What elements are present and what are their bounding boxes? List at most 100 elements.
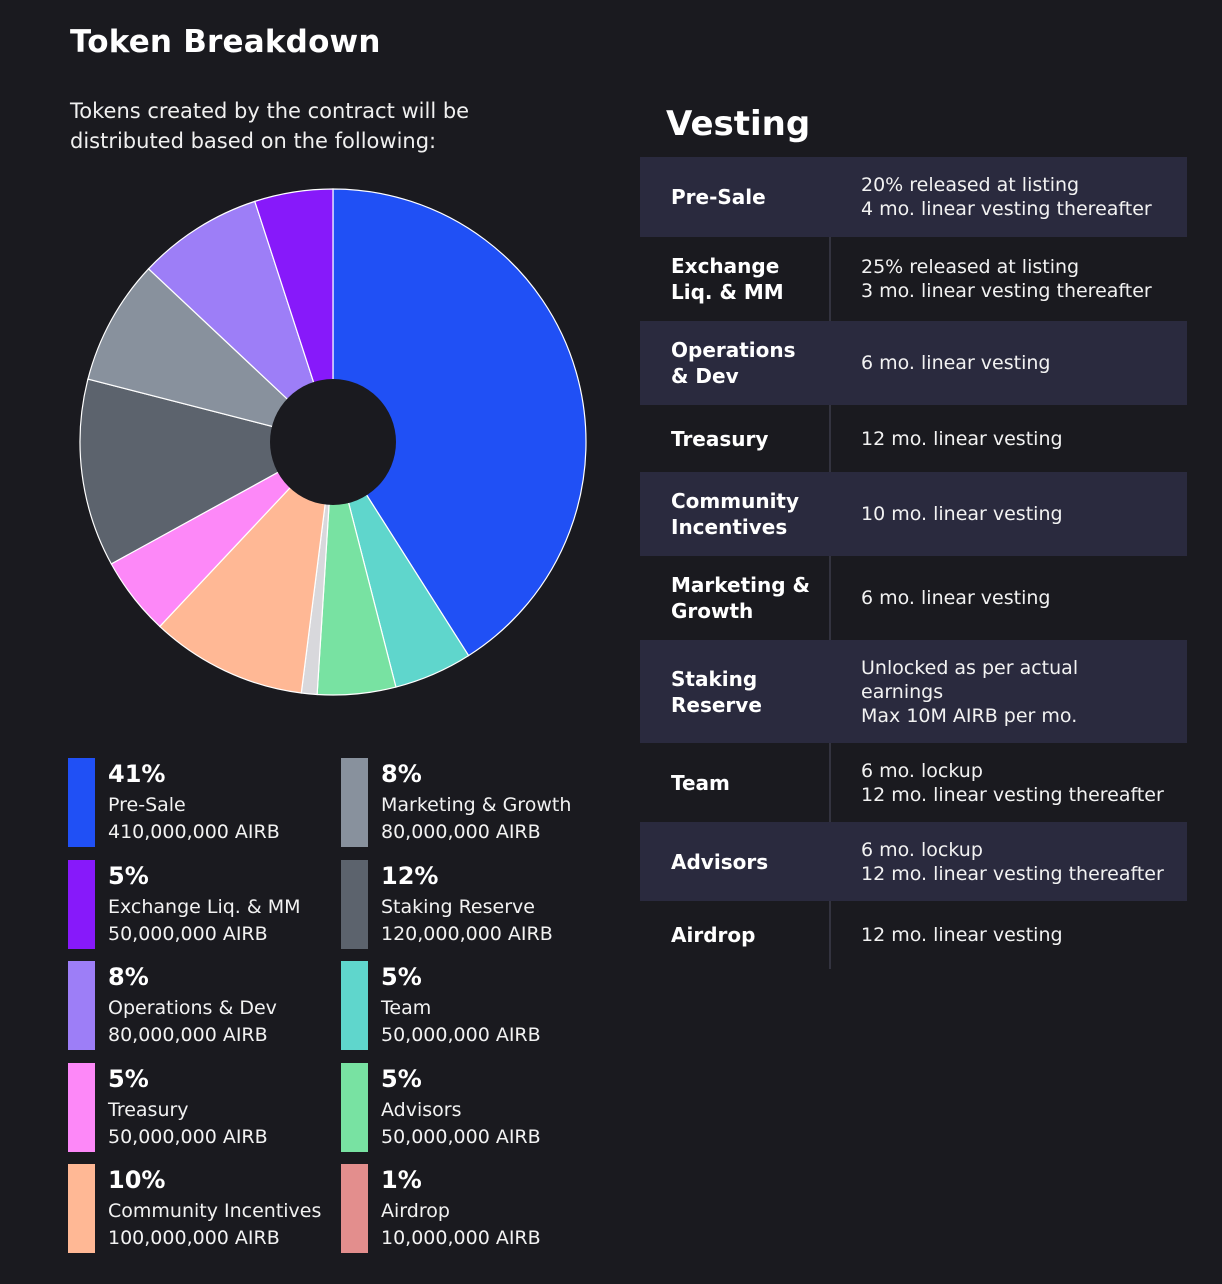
legend-percent: 41% — [108, 760, 166, 788]
legend-swatch — [68, 758, 95, 847]
legend-percent: 8% — [381, 760, 422, 788]
legend-item: 8% Marketing & Growth 80,000,000 AIRB — [341, 758, 614, 847]
legend-item: 8% Operations & Dev 80,000,000 AIRB — [68, 961, 341, 1050]
vesting-row-label: Airdrop — [640, 922, 830, 948]
vesting-row-label: Advisors — [640, 849, 830, 875]
vesting-desc-line: 20% released at listing — [861, 174, 1080, 196]
vesting-row: Staking Reserve Unlocked as per actual earn… — [640, 640, 1187, 743]
legend-swatch — [341, 1062, 368, 1152]
vesting-row: Marketing & Growth 6 mo. linear vesting — [640, 556, 1187, 640]
vesting-title: Vesting — [666, 104, 811, 144]
legend-amount: 80,000,000 AIRB — [381, 821, 541, 843]
vesting-row-label: Treasury — [640, 426, 830, 452]
legend-amount: 410,000,000 AIRB — [108, 821, 280, 843]
legend-item: 12% Staking Reserve 120,000,000 AIRB — [341, 859, 614, 949]
legend-label: Operations & Dev — [108, 997, 277, 1019]
legend-amount: 10,000,000 AIRB — [381, 1227, 541, 1249]
legend-swatch — [68, 1062, 95, 1152]
legend-swatch — [341, 758, 368, 847]
vesting-label-line: Reserve — [671, 692, 762, 717]
vesting-row: Team 6 mo. lockup 12 mo. linear vesting th… — [640, 743, 1187, 822]
vesting-desc-line: 6 mo. linear vesting — [861, 587, 1051, 609]
vesting-row-label: Community Incentives — [640, 488, 830, 540]
vesting-row: Community Incentives 10 mo. linear vesting — [640, 472, 1187, 556]
pie-slice-operations-dev — [147, 200, 334, 443]
legend-amount: 120,000,000 AIRB — [381, 922, 553, 945]
vesting-row-description: 6 mo. lockup 12 mo. linear vesting therea… — [830, 759, 1187, 807]
vesting-row-label: Operations & Dev — [640, 337, 830, 389]
legend-item: 5% Advisors 50,000,000 AIRB — [341, 1062, 614, 1152]
legend-label: Airdrop — [381, 1200, 450, 1222]
legend-item: 1% Airdrop 10,000,000 AIRB — [341, 1164, 614, 1253]
vesting-row: Pre-Sale 20% released at listing 4 mo. lin… — [640, 157, 1187, 237]
legend-swatch — [341, 961, 368, 1050]
pie-slice-marketing-growth — [87, 267, 334, 443]
legend-label: Exchange Liq. & MM — [108, 895, 301, 918]
vesting-row-description: 6 mo. linear vesting — [830, 586, 1187, 610]
vesting-row: Exchange Liq. & MM 25% released at listing… — [640, 237, 1187, 321]
legend-percent: 10% — [108, 1166, 166, 1194]
pie-slice-exchange-liq-mm — [254, 188, 334, 443]
page-title: Token Breakdown — [70, 24, 381, 60]
pie-center-hole — [270, 379, 396, 505]
legend-percent: 5% — [381, 963, 422, 991]
legend-item: 5% Team 50,000,000 AIRB — [341, 961, 614, 1050]
vesting-row-description: 12 mo. linear vesting — [830, 923, 1187, 947]
pie-legend: 41% Pre-Sale 410,000,000 AIRB 8% Marketing &… — [68, 758, 614, 1266]
vesting-label-line: Team — [671, 770, 730, 795]
vesting-label-line: & Dev — [671, 364, 739, 388]
legend-percent: 12% — [381, 861, 439, 890]
vesting-label-line: Growth — [671, 599, 754, 623]
legend-label: Treasury — [108, 1098, 189, 1121]
vesting-desc-line: 6 mo. lockup — [861, 759, 983, 782]
vesting-desc-line: 6 mo. linear vesting — [861, 352, 1051, 374]
legend-item: 5% Treasury 50,000,000 AIRB — [68, 1062, 341, 1152]
legend-swatch — [68, 1164, 95, 1253]
vesting-desc-line: 12 mo. linear vesting thereafter — [861, 862, 1164, 885]
legend-amount: 50,000,000 AIRB — [381, 1024, 541, 1046]
vesting-desc-line: 12 mo. linear vesting — [861, 427, 1063, 450]
vesting-desc-line: 10 mo. linear vesting — [861, 503, 1063, 525]
vesting-row-label: Team — [640, 770, 830, 796]
vesting-label-line: Liq. & MM — [671, 280, 784, 304]
vesting-label-line: Operations — [671, 338, 796, 362]
legend-percent: 8% — [108, 963, 149, 991]
vesting-row-description: 10 mo. linear vesting — [830, 502, 1187, 526]
vesting-label-line: Advisors — [671, 849, 769, 874]
legend-amount: 50,000,000 AIRB — [381, 1125, 541, 1148]
legend-amount: 50,000,000 AIRB — [108, 1125, 268, 1148]
vesting-label-line: Staking — [671, 666, 758, 691]
legend-label: Team — [381, 997, 432, 1019]
vesting-desc-line: Unlocked as per actual — [861, 656, 1079, 679]
pie-slice-pre-sale — [332, 188, 587, 657]
token-pie-chart — [79, 188, 587, 696]
vesting-label-line: Pre-Sale — [671, 185, 766, 209]
legend-amount: 100,000,000 AIRB — [108, 1227, 280, 1249]
vesting-label-line: Airdrop — [671, 923, 756, 947]
legend-label: Marketing & Growth — [381, 794, 572, 816]
vesting-desc-line: earnings — [861, 680, 944, 703]
legend-amount: 50,000,000 AIRB — [108, 922, 268, 945]
legend-amount: 80,000,000 AIRB — [108, 1024, 268, 1046]
vesting-desc-line: 6 mo. lockup — [861, 838, 983, 861]
legend-percent: 5% — [108, 861, 149, 890]
vesting-desc-line: 4 mo. linear vesting thereafter — [861, 198, 1152, 220]
legend-swatch — [68, 961, 95, 1050]
vesting-row-label: Marketing & Growth — [640, 572, 830, 624]
legend-percent: 5% — [108, 1064, 149, 1093]
vesting-row-description: Unlocked as per actual earnings Max 10M AI… — [830, 656, 1187, 728]
vesting-row: Treasury 12 mo. linear vesting — [640, 405, 1187, 472]
legend-label: Advisors — [381, 1098, 462, 1121]
vesting-label-line: Exchange — [671, 254, 780, 278]
pie-slice-community-incentives — [158, 440, 334, 694]
vesting-desc-line: 25% released at listing — [861, 256, 1080, 278]
page-subtitle: Tokens created by the contract will be d… — [70, 99, 470, 153]
legend-percent: 5% — [381, 1064, 422, 1093]
vesting-row: Advisors 6 mo. lockup 12 mo. linear vestin… — [640, 822, 1187, 901]
vesting-row-label: Staking Reserve — [640, 666, 830, 718]
legend-percent: 1% — [381, 1166, 422, 1194]
vesting-label-line: Incentives — [671, 515, 788, 539]
vesting-desc-line: 12 mo. linear vesting thereafter — [861, 783, 1164, 806]
vesting-row-description: 6 mo. linear vesting — [830, 351, 1187, 375]
vesting-row-description: 20% released at listing 4 mo. linear vest… — [830, 173, 1187, 221]
